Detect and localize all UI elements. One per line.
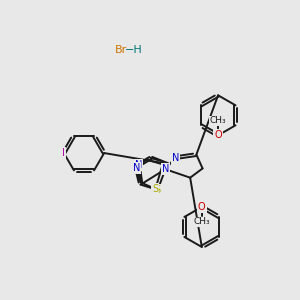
Text: N: N	[162, 164, 169, 174]
Text: S: S	[152, 184, 158, 194]
Text: O: O	[198, 202, 206, 212]
Text: Br: Br	[115, 45, 127, 55]
Text: N: N	[172, 153, 179, 163]
Text: −H: −H	[125, 45, 142, 55]
Text: CH₃: CH₃	[194, 217, 210, 226]
Text: N: N	[133, 164, 140, 173]
Text: O: O	[214, 130, 222, 140]
Text: CH₃: CH₃	[210, 116, 226, 125]
Text: S: S	[154, 185, 161, 195]
Text: N: N	[135, 160, 142, 170]
Text: I: I	[62, 148, 65, 158]
